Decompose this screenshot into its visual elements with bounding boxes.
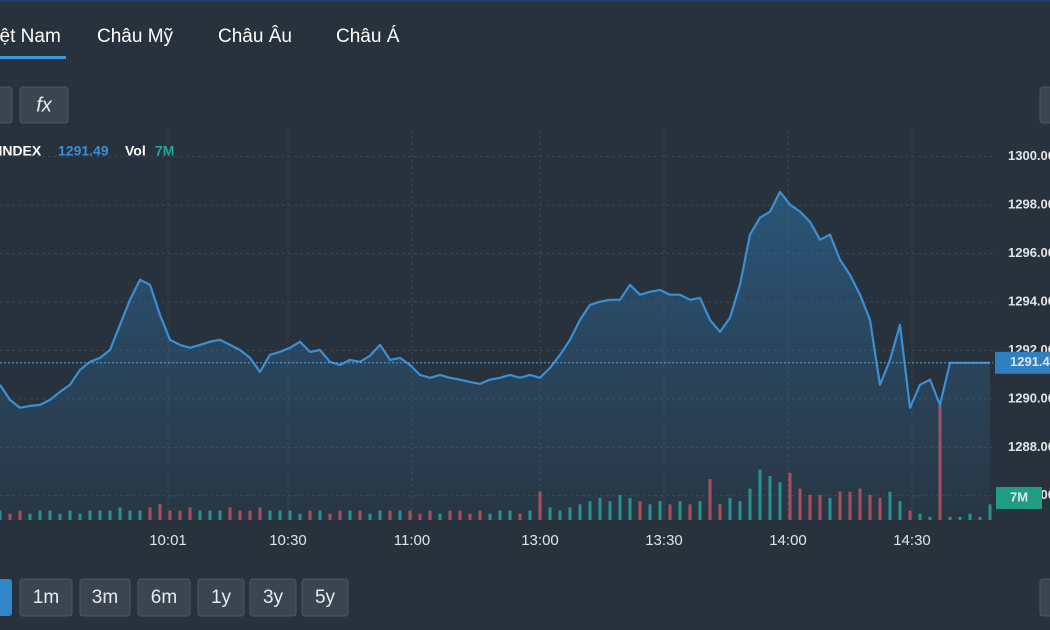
last-volume-label: 7M [1010, 489, 1028, 504]
region-tab[interactable]: Châu Mỹ [97, 26, 174, 47]
range-button[interactable] [1039, 578, 1050, 617]
volume-title: Vol [125, 143, 146, 159]
x-tick-label: 14:30 [893, 532, 931, 549]
y-tick-label: 1288.00 [1008, 439, 1050, 454]
x-tick-label: 11:00 [394, 532, 430, 549]
y-tick-label: 1298.00 [1008, 197, 1050, 212]
range-button-label: 5y [315, 587, 336, 608]
toolbar-button[interactable] [1039, 86, 1050, 124]
area-fill [0, 191, 990, 521]
range-button-label: 6m [151, 587, 177, 608]
toolbar-button[interactable] [0, 86, 13, 124]
top-border [0, 0, 1050, 2]
last-price-box [995, 351, 1050, 374]
range-button-label: 3m [92, 587, 118, 608]
x-tick-label: 13:30 [645, 532, 683, 549]
y-tick-label: 1296.00 [1008, 245, 1050, 260]
range-button[interactable] [301, 578, 349, 617]
y-tick-label: 1294.00 [1008, 293, 1050, 308]
range-button[interactable] [197, 578, 245, 617]
plot [0, 190, 990, 521]
active-tab-underline [0, 56, 66, 59]
range-button-label: 1y [211, 587, 232, 608]
indicator-button[interactable] [19, 86, 69, 124]
x-tick-label: 14:00 [769, 532, 807, 549]
range-button-label: 1m [33, 587, 59, 608]
region-tab[interactable]: Việt Nam [0, 26, 61, 47]
last-price-label: 1291.49 [1010, 354, 1050, 369]
index-name: VNINDEX [0, 143, 42, 159]
indicator-label: fx [36, 94, 53, 116]
y-tick-label: 1300.00 [1008, 148, 1050, 163]
x-tick-label: 10:30 [269, 532, 307, 549]
range-button[interactable] [79, 578, 131, 617]
price-line [0, 190, 990, 409]
x-tick-label: 10:01 [149, 532, 187, 549]
range-button-active[interactable] [0, 579, 12, 616]
axes: 1286.001288.001290.001292.001294.001296.… [0, 148, 1050, 549]
range-button-label: 3y [263, 587, 284, 608]
last-volume-box [996, 486, 1042, 509]
range-button[interactable] [249, 578, 297, 617]
region-tab[interactable]: Châu Âu [218, 25, 292, 47]
y-tick-label: 1290.00 [1008, 390, 1050, 405]
range-buttons: 1m 3m 6m 1y 3y 5y [19, 578, 349, 617]
x-tick-label: 13:00 [521, 532, 559, 549]
range-button[interactable] [137, 578, 191, 617]
volume-value: 7M [155, 143, 174, 159]
index-value: 1291.49 [58, 143, 109, 159]
region-tab[interactable]: Châu Á [336, 26, 400, 47]
region-tabs: Việt Nam Châu Mỹ Châu Âu Châu Á [0, 25, 400, 47]
range-button[interactable] [19, 578, 73, 617]
